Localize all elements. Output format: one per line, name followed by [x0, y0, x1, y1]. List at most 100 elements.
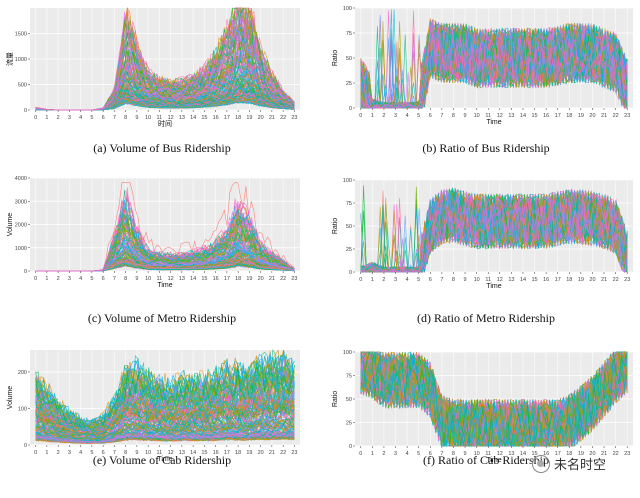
- x-tick-label: 5: [90, 450, 93, 456]
- x-tick-label: 16: [543, 277, 549, 283]
- x-tick-label: 19: [578, 277, 584, 283]
- series-line: [35, 382, 295, 435]
- x-tick-label: 0: [359, 277, 362, 283]
- x-tick-label: 13: [508, 451, 514, 457]
- x-axis-label: Time: [486, 457, 501, 464]
- y-tick-label: 25: [346, 81, 352, 87]
- x-tick-label: 5: [417, 113, 420, 119]
- x-tick-label: 14: [190, 450, 196, 456]
- x-tick-label: 10: [145, 450, 151, 456]
- x-tick-label: 12: [168, 115, 174, 121]
- series-line: [360, 190, 628, 273]
- x-tick-label: 21: [269, 276, 275, 282]
- x-tick-label: 2: [382, 277, 385, 283]
- x-tick-label: 18: [566, 113, 572, 119]
- x-tick-label: 2: [57, 276, 60, 282]
- x-tick-label: 2: [57, 115, 60, 121]
- x-tick-label: 17: [555, 113, 561, 119]
- series-group: [35, 348, 295, 444]
- x-tick-label: 3: [68, 115, 71, 121]
- chart-panel-3: 0 1 2 3 4 5 6 7 8 9 10 11 12 13 14 15 16 17 18 19 20 21 22 2301…: [7, 176, 300, 325]
- x-tick-label: 3: [394, 277, 397, 283]
- y-tick-label: 25: [346, 247, 352, 253]
- y-tick-label: 2000: [15, 223, 27, 229]
- chart-caption: (b) Ratio of Bus Ridership: [422, 141, 549, 155]
- x-tick-label: 20: [589, 277, 595, 283]
- x-tick-label: 20: [258, 276, 264, 282]
- y-tick-label: 4000: [15, 176, 27, 182]
- y-tick-label: 0: [24, 108, 27, 114]
- x-tick-label: 7: [113, 450, 116, 456]
- series-line: [360, 190, 628, 273]
- series-line: [360, 193, 628, 273]
- x-axis-label: Time: [486, 283, 501, 290]
- x-tick-label: 8: [124, 115, 127, 121]
- x-tick-label: 19: [578, 451, 584, 457]
- chart-caption: (c) Volume of Metro Ridership: [88, 311, 236, 325]
- x-tick-label: 23: [624, 277, 630, 283]
- x-tick-label: 22: [280, 450, 286, 456]
- y-tick-label: 100: [343, 178, 352, 184]
- x-tick-label: 10: [474, 113, 480, 119]
- series-line: [360, 20, 628, 110]
- series-line: [360, 26, 628, 109]
- x-tick-label: 9: [464, 113, 467, 119]
- series-line: [360, 354, 628, 448]
- series-group: [360, 185, 628, 274]
- x-tick-label: 14: [190, 115, 196, 121]
- y-axis-label: Ratio: [332, 50, 339, 66]
- x-tick-label: 11: [485, 113, 491, 119]
- wechat-logo-icon: [532, 454, 550, 473]
- x-tick-label: 23: [291, 450, 297, 456]
- x-tick-label: 13: [179, 276, 185, 282]
- series-line: [35, 418, 295, 441]
- y-tick-label: 3000: [15, 199, 27, 205]
- chart-caption: (e) Volume of Cab Ridership: [93, 453, 231, 467]
- x-tick-label: 20: [258, 115, 264, 121]
- series-line: [35, 435, 295, 444]
- x-tick-label: 18: [566, 277, 572, 283]
- y-axis-label: Volume: [7, 213, 14, 236]
- y-tick-label: 25: [346, 421, 352, 427]
- x-tick-label: 18: [566, 451, 572, 457]
- x-tick-label: 13: [179, 115, 185, 121]
- series-line: [360, 351, 628, 447]
- y-tick-label: 75: [346, 31, 352, 37]
- series-line: [35, 417, 295, 441]
- y-tick-label: 0: [24, 443, 27, 449]
- y-tick-label: 1000: [15, 57, 27, 63]
- x-tick-label: 21: [601, 451, 607, 457]
- x-tick-label: 8: [452, 113, 455, 119]
- chart-panel-6: 0 1 2 3 4 5 6 7 8 9 10 11 12 13 14 15 16 17 18 19 20 21 22 2302…: [332, 350, 633, 467]
- x-tick-label: 9: [135, 450, 138, 456]
- y-axis-label: Ratio: [332, 218, 339, 234]
- x-tick-label: 6: [102, 115, 105, 121]
- x-tick-label: 16: [213, 115, 219, 121]
- x-tick-label: 4: [406, 113, 409, 119]
- series-line: [35, 429, 295, 443]
- x-tick-label: 1: [45, 276, 48, 282]
- x-tick-label: 7: [440, 451, 443, 457]
- x-tick-label: 16: [213, 276, 219, 282]
- x-tick-label: 2: [382, 451, 385, 457]
- x-tick-label: 0: [359, 113, 362, 119]
- y-tick-label: 0: [24, 269, 27, 275]
- x-tick-label: 3: [394, 451, 397, 457]
- x-tick-label: 13: [179, 450, 185, 456]
- x-axis-label: 时间: [158, 119, 172, 128]
- series-line: [360, 189, 628, 273]
- x-tick-label: 21: [601, 113, 607, 119]
- y-tick-label: 75: [346, 201, 352, 207]
- series-line: [35, 359, 295, 428]
- x-tick-label: 6: [429, 451, 432, 457]
- x-tick-label: 19: [246, 276, 252, 282]
- x-tick-label: 13: [508, 277, 514, 283]
- series-line: [35, 433, 295, 444]
- y-tick-label: 1000: [15, 246, 27, 252]
- x-tick-label: 14: [190, 276, 196, 282]
- x-tick-label: 8: [452, 277, 455, 283]
- x-tick-label: 11: [157, 450, 163, 456]
- x-tick-label: 4: [79, 450, 82, 456]
- y-tick-label: 0: [349, 270, 352, 276]
